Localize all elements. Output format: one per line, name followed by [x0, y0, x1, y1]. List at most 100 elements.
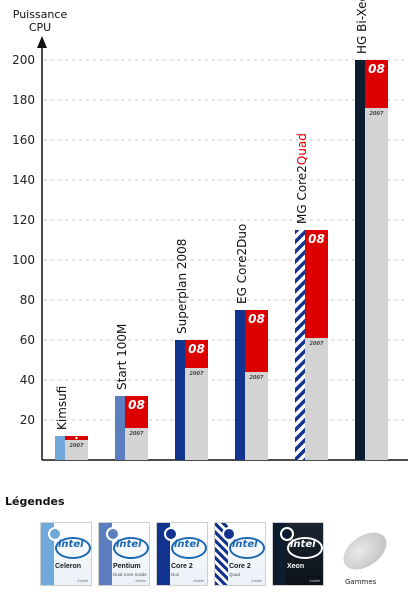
y-tick-label-40: 40: [20, 373, 35, 387]
category-label: MG Core2Quad: [295, 133, 309, 224]
badge-inside: inside: [251, 578, 262, 583]
category-label: HG Bi-Xeon Quadruple Coeur: [355, 0, 369, 54]
category-label-text: Kimsufi: [55, 386, 69, 430]
category-label-text: EG Core2Duo: [235, 224, 249, 304]
intel-ring-icon: [113, 537, 149, 559]
bar-group-3: 08 2007 EG Core2Duo: [235, 224, 268, 460]
bar-group-0: 2007 Kimsufi: [55, 386, 88, 460]
range-stripe-bar: [295, 230, 305, 460]
bar-2007-value: [305, 338, 328, 460]
badge-inside: inside: [135, 578, 146, 583]
badge-dot-icon: [106, 527, 120, 541]
gammes-label: Gammes: [345, 578, 377, 586]
bar-group-5: 08 2007 HG Bi-Xeon Quadruple Coeur: [355, 0, 388, 460]
year-old-label: 2007: [70, 443, 84, 449]
intel-word: intel: [174, 539, 200, 550]
badge-brand: Core 2: [171, 563, 193, 570]
category-label-text: Superplan 2008: [175, 239, 189, 334]
badge-inside: inside: [309, 578, 320, 583]
category-label-text: Start 100M: [115, 324, 129, 390]
badge-dot-icon: [280, 527, 294, 541]
bar-2007-value: [185, 368, 208, 460]
category-label-text: HG Bi-Xeon Quadruple Coeur: [355, 0, 369, 54]
range-stripe-bar: [115, 396, 125, 460]
gammes-disc-icon: [336, 524, 394, 578]
bar-2008-increase: [365, 60, 388, 108]
y-tick-label-80: 80: [20, 293, 35, 307]
bar-2008-increase: [125, 396, 148, 428]
badge-brand: Celeron: [55, 563, 82, 570]
category-label: EG Core2Duo: [235, 224, 249, 304]
intel-ring-icon: [287, 537, 323, 559]
legend-badges: intel Celeron inside intel Pentium Dual-Core …: [40, 522, 324, 586]
intel-ring-icon: [171, 537, 207, 559]
badge-sub: Quad: [229, 572, 241, 577]
bar-2007-value: [365, 108, 388, 460]
y-axis-arrow-icon: [37, 36, 47, 48]
bar-group-4: 08 2007 MG Core2Quad: [295, 133, 328, 460]
category-label: Start 100M: [115, 324, 129, 390]
bar-2008-increase: [305, 230, 328, 338]
year-new-label: 08: [248, 312, 265, 326]
year-old-label: 2007: [250, 375, 264, 381]
range-stripe-bar: [175, 340, 185, 460]
y-axis-label-line2: CPU: [29, 21, 51, 34]
category-label: Kimsufi: [55, 386, 69, 430]
bar-2007-value: [245, 372, 268, 460]
category-label-text: MG Core2: [295, 165, 309, 224]
badge-sub: Dual-Core Inside: [113, 572, 147, 577]
badge-dot-icon: [222, 527, 236, 541]
range-stripe-bar: [355, 60, 365, 460]
intel-word: intel: [232, 539, 258, 550]
intel-word: intel: [116, 539, 142, 550]
intel-word: intel: [58, 539, 84, 550]
badge-dot-icon: [164, 527, 178, 541]
intel-core2duo-icon: intel Core 2 Duo inside: [156, 522, 208, 586]
bar-2007-value: [125, 428, 148, 460]
year-old-label: 2007: [130, 431, 144, 437]
badge-inside: inside: [77, 578, 88, 583]
year-new-label: 08: [308, 232, 325, 246]
legend-title: Légendes: [5, 495, 65, 508]
y-tick-label-140: 140: [12, 173, 35, 187]
year-old-label: 2007: [190, 371, 204, 377]
y-tick-label-120: 120: [12, 213, 35, 227]
y-tick-label-20: 20: [20, 413, 35, 427]
year-new-label: 08: [128, 398, 145, 412]
year-old-label: 2007: [310, 341, 324, 347]
bar-group-2: 08 2007 Superplan 2008: [175, 239, 208, 460]
y-tick-label-160: 160: [12, 133, 35, 147]
bar-2008-increase: [245, 310, 268, 372]
range-stripe-bar: [55, 436, 65, 460]
bar-2008-increase: [185, 340, 208, 368]
badge-brand: Pentium: [113, 563, 141, 570]
bars: 2007 Kimsufi 08 2007 Start 100M 08 2007 Superpl…: [55, 0, 388, 460]
y-tick-label-180: 180: [12, 93, 35, 107]
year-new-label: 08: [368, 62, 385, 76]
y-axis-label-line1: Puissance: [13, 8, 68, 21]
category-label-accent: Quad: [295, 133, 309, 165]
intel-xeon-icon: intel Xeon inside: [272, 522, 324, 586]
badge-inside: inside: [193, 578, 204, 583]
badge-brand: Xeon: [287, 563, 305, 570]
badge-sub: Duo: [171, 572, 180, 577]
intel-word: intel: [290, 539, 316, 550]
gammes-legend: Gammes: [335, 524, 394, 592]
bar-2007-value: [65, 440, 88, 460]
badge-brand: Core 2: [229, 563, 251, 570]
year-new-marker: [75, 436, 78, 440]
y-tick-label-200: 200: [12, 53, 35, 67]
y-tick-label-60: 60: [20, 333, 35, 347]
bar-group-1: 08 2007 Start 100M: [115, 324, 148, 460]
intel-pentium-icon: intel Pentium Dual-Core Inside inside: [98, 522, 150, 586]
y-tick-labels: 20 40 60 80 100 120 140 160 180 200: [12, 53, 35, 427]
category-label: Superplan 2008: [175, 239, 189, 334]
range-stripe-bar: [235, 310, 245, 460]
intel-ring-icon: [55, 537, 91, 559]
year-old-label: 2007: [370, 111, 384, 117]
intel-core2quad-icon: intel Core 2 Quad inside: [214, 522, 266, 586]
grid-lines: [44, 59, 408, 421]
intel-ring-icon: [229, 537, 265, 559]
intel-celeron-icon: intel Celeron inside: [40, 522, 92, 586]
y-tick-label-100: 100: [12, 253, 35, 267]
